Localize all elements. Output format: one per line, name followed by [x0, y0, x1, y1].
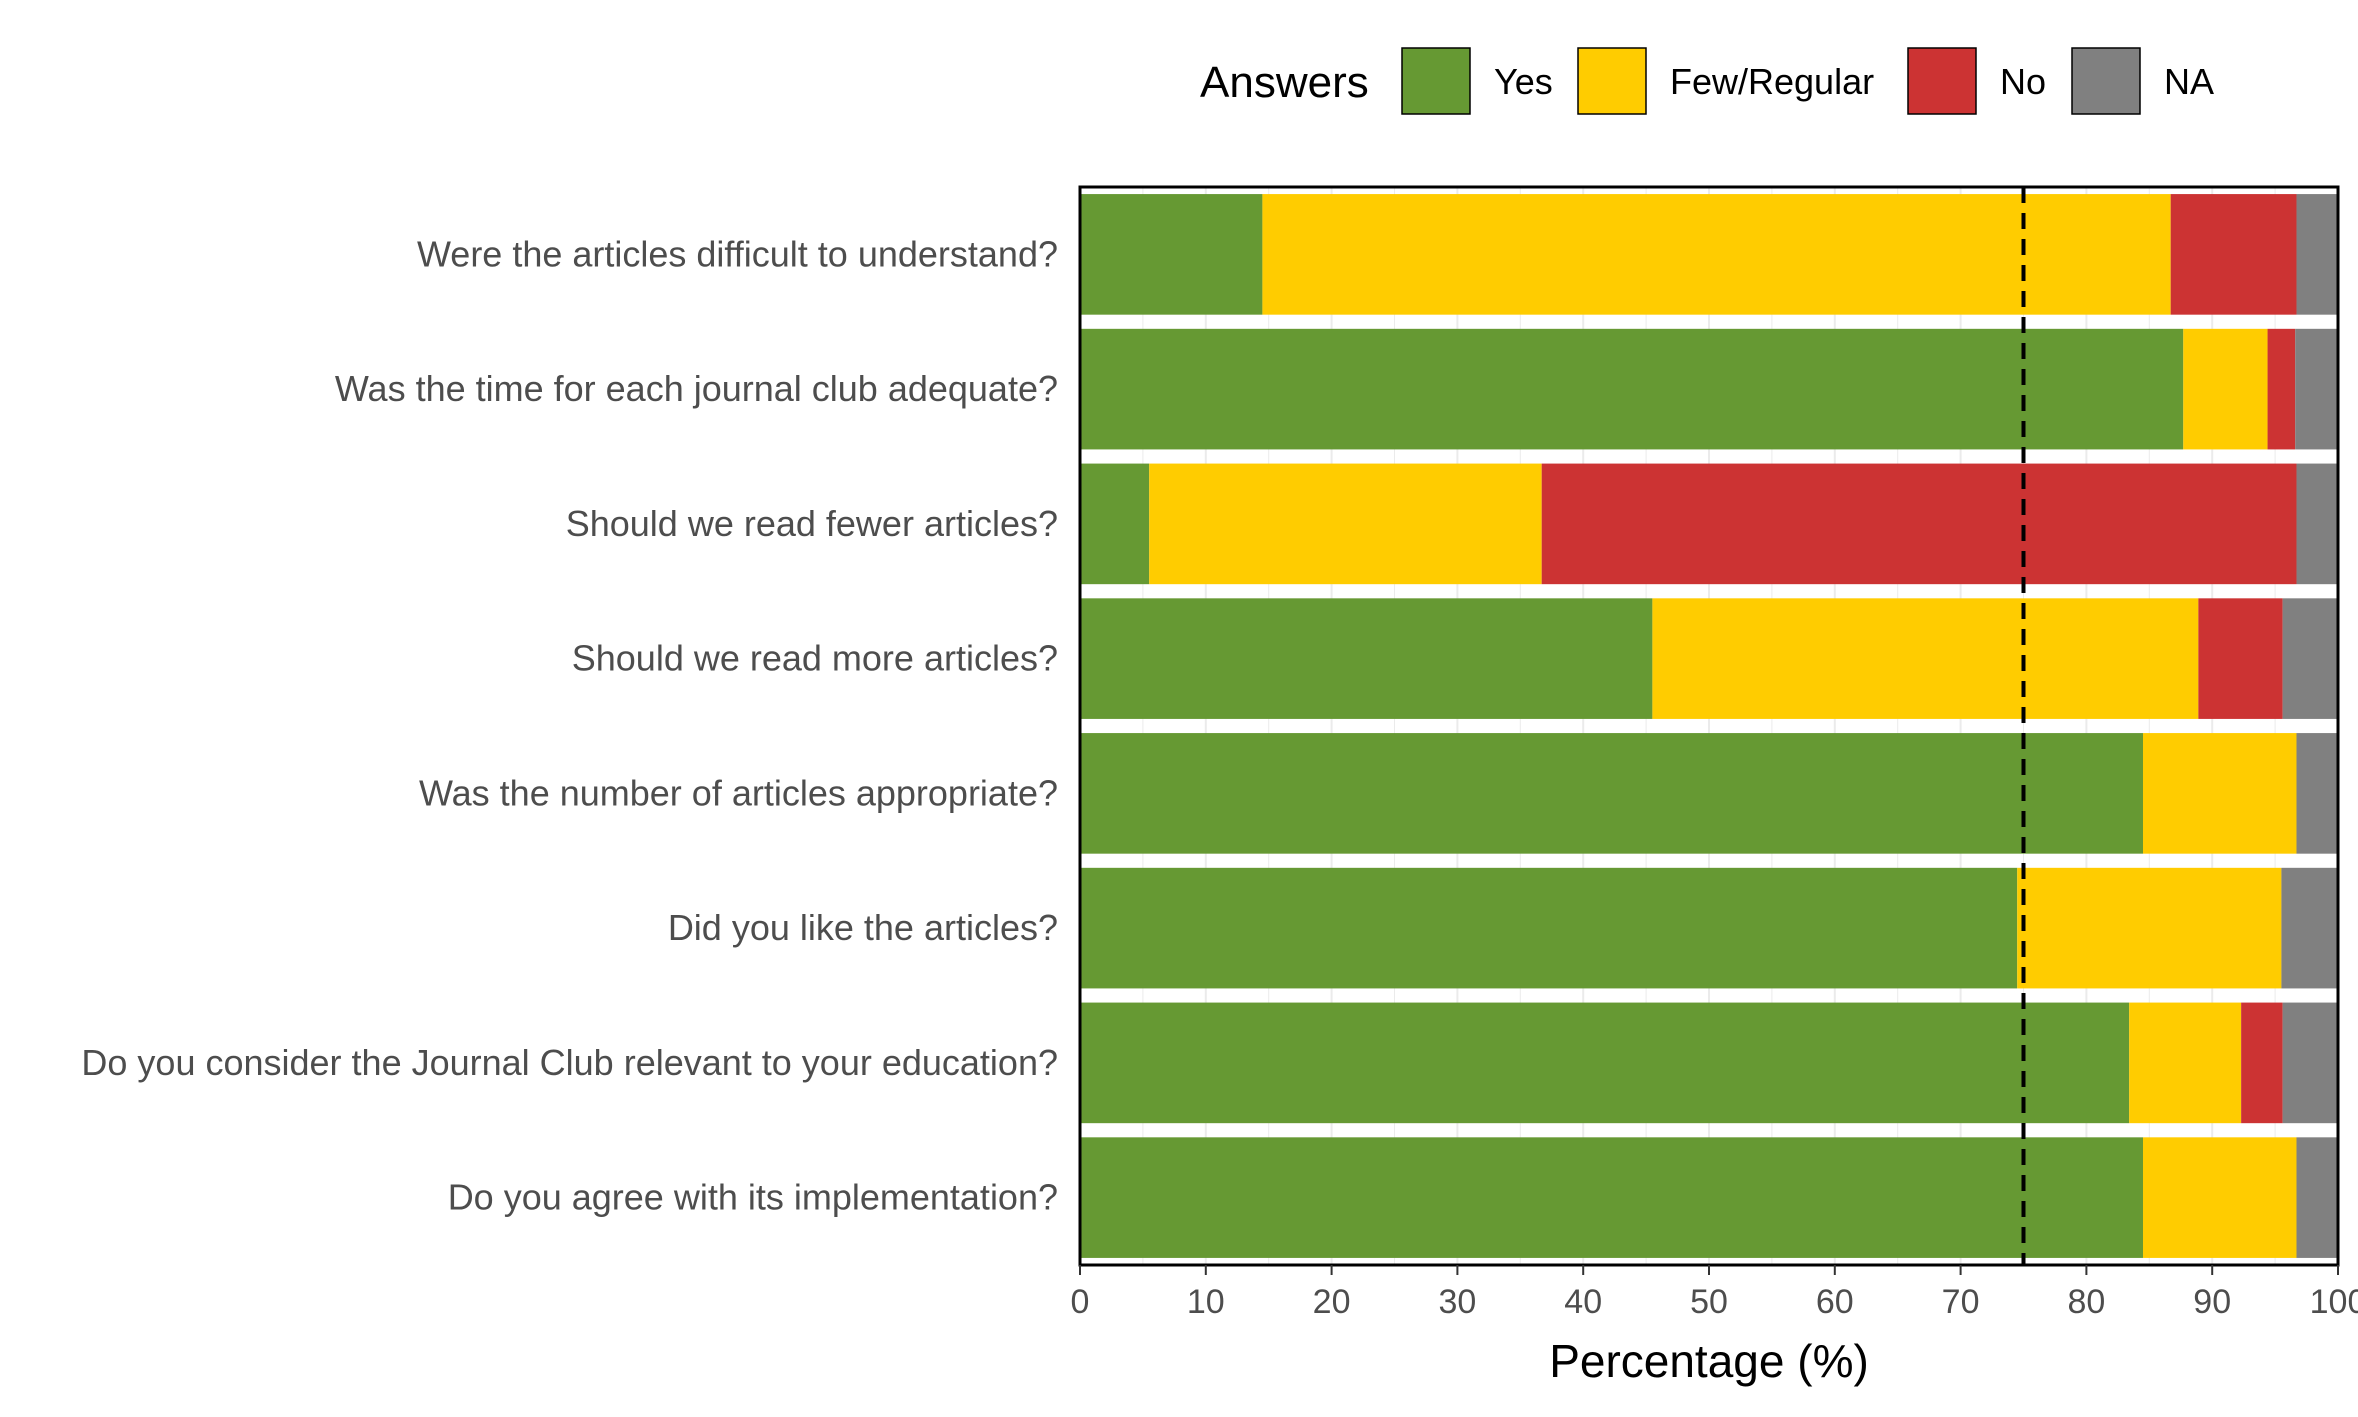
bar-segment-na: [2296, 733, 2338, 854]
bar-segment-few-regular: [2143, 1137, 2297, 1258]
bar-segment-few-regular: [1149, 463, 1542, 585]
bar-segment-yes: [1080, 463, 1150, 585]
x-tick-label: 70: [1942, 1283, 1980, 1321]
bar-segment-na: [2296, 463, 2338, 585]
bar-segment-yes: [1080, 598, 1653, 719]
legend-key-few-regular: [1577, 47, 1647, 115]
bar-segment-no: [2198, 598, 2283, 719]
legend-key-no: [1907, 47, 1977, 115]
legend: Answers Yes Few/Regular No NA: [1200, 47, 2214, 115]
category-label: Should we read more articles?: [572, 638, 1058, 679]
x-tick-label: 60: [1816, 1283, 1854, 1321]
bar-segment-few-regular: [2017, 867, 2282, 989]
legend-key-yes: [1401, 47, 1471, 115]
x-tick-label: 90: [2193, 1283, 2231, 1321]
bar-segment-yes: [1080, 328, 2184, 450]
legend-key-na: [2071, 47, 2141, 115]
bar-segment-few-regular: [2129, 1002, 2242, 1124]
bar-segment-few-regular: [1262, 194, 2171, 315]
bar-segment-yes: [1080, 733, 2144, 854]
category-label: Was the time for each journal club adequ…: [335, 368, 1058, 409]
bar-segment-yes: [1080, 1137, 2144, 1258]
category-label: Do you consider the Journal Club relevan…: [81, 1042, 1058, 1083]
bar-segment-no: [1541, 463, 2297, 585]
x-axis-title: Percentage (%): [1549, 1335, 1869, 1387]
x-tick-label: 30: [1438, 1283, 1476, 1321]
bar-segment-na: [2296, 194, 2338, 315]
x-axis-ticks: 0 10 20 30 40 50 60 70 80 90 100: [1071, 1265, 2358, 1321]
bar-segment-no: [2170, 194, 2297, 315]
category-label: Were the articles difficult to understan…: [417, 233, 1058, 274]
bar-segment-na: [2282, 598, 2338, 719]
bar-segment-na: [2281, 867, 2338, 989]
bars: [1080, 194, 2338, 1258]
category-label: Was the number of articles appropriate?: [419, 772, 1058, 813]
legend-label: No: [2000, 61, 2046, 102]
bar-segment-na: [2295, 328, 2338, 450]
x-tick-label: 40: [1564, 1283, 1602, 1321]
legend-label: NA: [2164, 61, 2214, 102]
bar-segment-few-regular: [1652, 598, 2199, 719]
x-tick-label: 10: [1187, 1283, 1225, 1321]
bar-segment-no: [2267, 328, 2296, 450]
bar-segment-na: [2296, 1137, 2338, 1258]
x-tick-label: 100: [2310, 1283, 2358, 1321]
category-label: Do you agree with its implementation?: [448, 1177, 1058, 1218]
bar-segment-few-regular: [2183, 328, 2268, 450]
bar-segment-yes: [1080, 867, 2018, 989]
x-tick-label: 80: [2067, 1283, 2105, 1321]
bar-segment-few-regular: [2143, 733, 2297, 854]
x-tick-label: 50: [1690, 1283, 1728, 1321]
category-label: Did you like the articles?: [668, 907, 1058, 948]
bar-segment-yes: [1080, 1002, 2130, 1124]
legend-label: Yes: [1494, 61, 1553, 102]
bar-segment-na: [2282, 1002, 2338, 1124]
x-tick-label: 20: [1313, 1283, 1351, 1321]
category-labels: Were the articles difficult to understan…: [81, 233, 1058, 1217]
x-tick-label: 0: [1071, 1283, 1090, 1321]
bar-segment-yes: [1080, 194, 1263, 315]
legend-label: Few/Regular: [1670, 61, 1874, 102]
bar-segment-no: [2241, 1002, 2283, 1124]
category-label: Should we read fewer articles?: [566, 503, 1058, 544]
legend-title: Answers: [1200, 58, 1369, 107]
